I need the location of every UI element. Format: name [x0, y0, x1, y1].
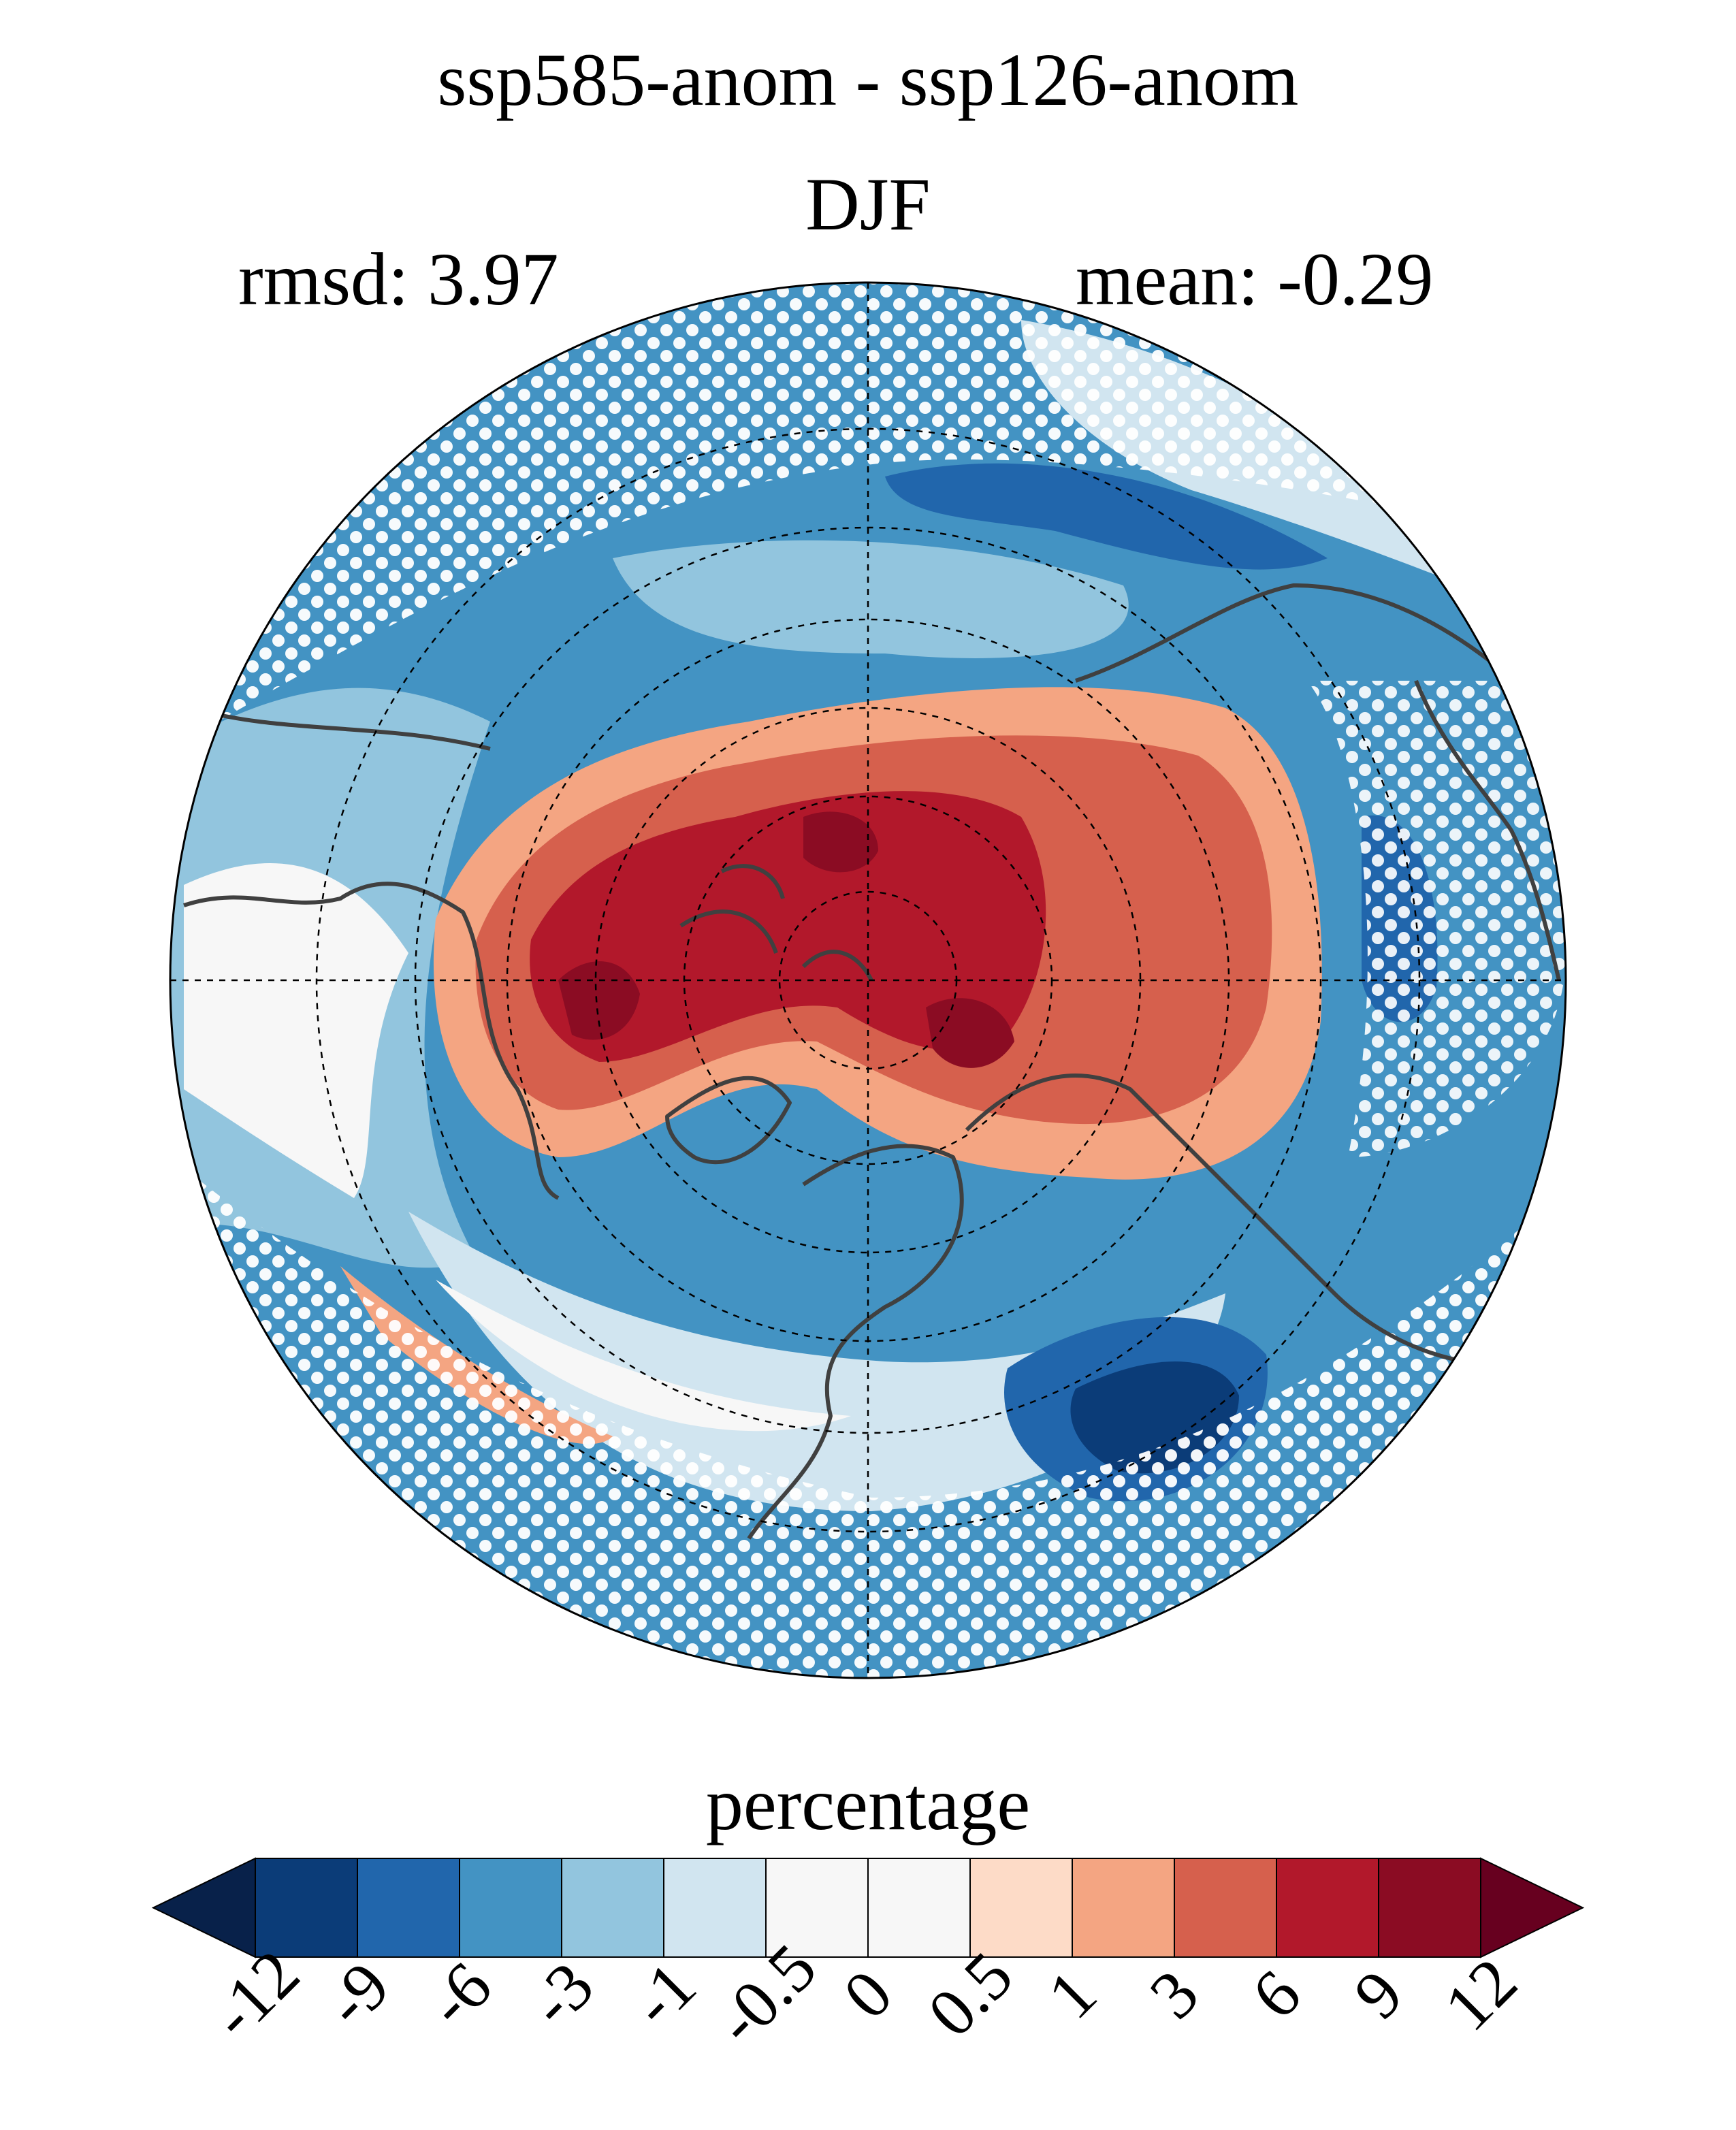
dark-blue-northeast — [885, 463, 1328, 570]
coastline-europe — [747, 1144, 964, 1540]
colorbar-cell — [459, 1858, 562, 1958]
positive-region-core — [530, 791, 1046, 1062]
colorbar-cell — [561, 1858, 664, 1958]
coastline-greenland — [665, 1076, 792, 1165]
stippling-east — [1307, 681, 1566, 1157]
colorbar-extension-high — [1480, 1857, 1585, 1958]
map-boundary — [169, 281, 1567, 1679]
stippling-south — [170, 1157, 1566, 1678]
latitude-circle-6 — [315, 427, 1421, 1533]
colorbar-cell — [765, 1858, 869, 1958]
colorbar-cell — [867, 1858, 971, 1958]
season-label: DJF — [805, 163, 931, 246]
colorbar-cell — [969, 1858, 1073, 1958]
colorbar-cell — [1174, 1858, 1277, 1958]
map-title: ssp585-anom - ssp126-anom — [437, 38, 1299, 121]
colorbar-cell — [255, 1858, 358, 1958]
colorbar-cell — [1072, 1858, 1175, 1958]
latitude-circle-2 — [683, 795, 1053, 1165]
light-band-north — [613, 540, 1129, 658]
positive-max-east — [926, 998, 1014, 1068]
colorbar-cell — [663, 1858, 767, 1958]
colorbar-cell — [1276, 1858, 1379, 1958]
colorbar-cell — [357, 1858, 460, 1958]
rmsd-stat: rmsd: 3.97 — [238, 238, 559, 321]
coastline-north-america — [183, 706, 560, 1200]
white-band-west — [184, 863, 408, 1198]
stippling-north — [170, 283, 1566, 749]
coastline-asia-east — [1414, 679, 1561, 981]
coastline-eurasia — [965, 583, 1539, 1368]
positive-max-center — [803, 811, 878, 873]
colorbar-cell — [1378, 1858, 1481, 1958]
colorbar-label: percentage — [705, 1762, 1031, 1845]
colorbar-cells — [151, 1857, 1585, 1958]
polar-map — [169, 281, 1567, 1679]
white-band-south — [436, 1280, 851, 1432]
colorbar-extension-low — [151, 1857, 256, 1958]
mean-stat: mean: -0.29 — [1076, 238, 1434, 321]
